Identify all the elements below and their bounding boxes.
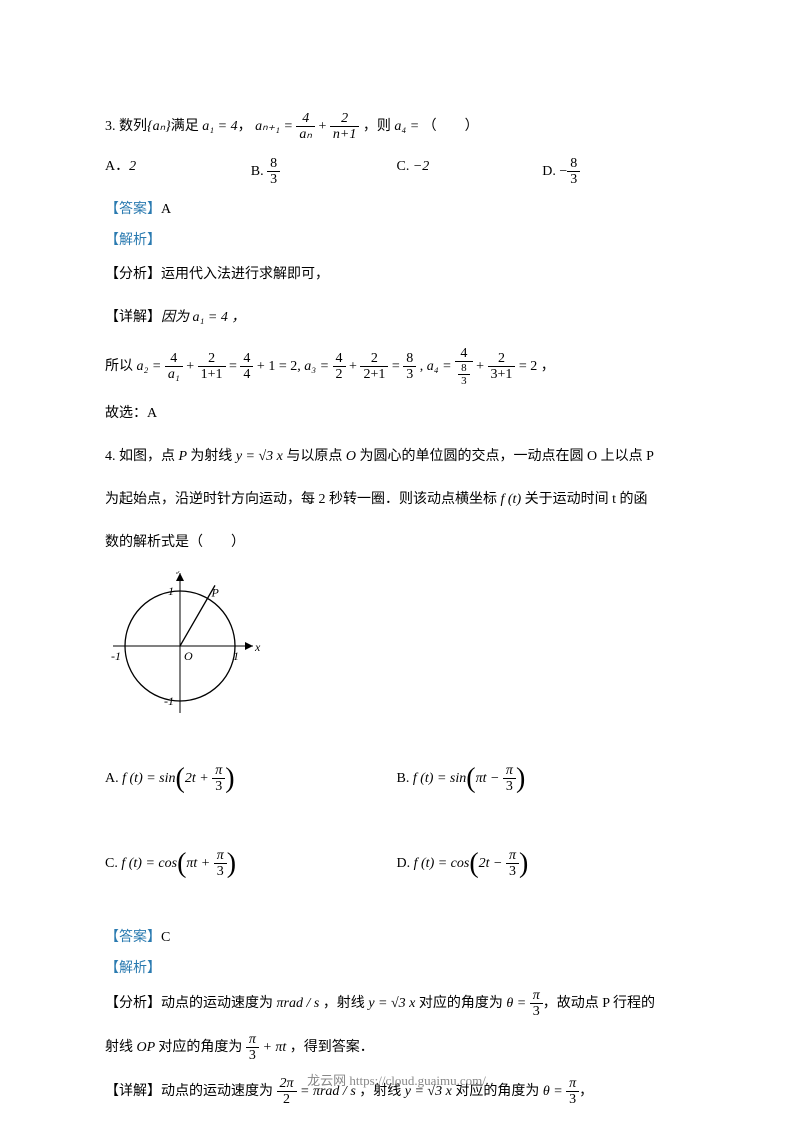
svg-text:y: y: [176, 571, 183, 574]
q4-fenxi1: 【分析】动点的运动速度为 πrad / s ，射线 y = √3 x 对应的角度…: [105, 988, 688, 1020]
q3-option-a: A．2: [105, 156, 251, 188]
svg-text:1: 1: [168, 584, 174, 598]
q3-analysis-label: 【解析】: [105, 230, 688, 252]
q3-options: A．2 B. 83 C. −2 D. −83: [105, 156, 688, 188]
q3-calc: 所以 a₂ = 4a₁ + 21+1 = 44 + 1 = 2, a₃ = 42…: [105, 346, 688, 388]
q3-option-b: B. 83: [251, 156, 397, 188]
svg-text:-1: -1: [111, 649, 121, 663]
q4-option-b: B. f (t) = sin(πt − π3): [397, 745, 689, 812]
q4-fenxi2: 射线 OP 对应的角度为 π3 + πt ，得到答案．: [105, 1032, 688, 1064]
q3-option-c: C. −2: [397, 156, 543, 188]
q3-detail1: 【详解】因为 a₁ = 4 ，: [105, 303, 688, 334]
unit-circle-diagram: 1 -1 1 -1 x y O P: [105, 571, 265, 721]
q4-stem-line1: 4. 如图，点 P 为射线 y = √3 x 与以原点 O 为圆心的单位圆的交点…: [105, 442, 688, 473]
q4-option-a: A. f (t) = sin(2t + π3): [105, 745, 397, 812]
q4-stem-line2: 为起始点，沿逆时针方向运动，每 2 秒转一圈．则该动点横坐标 f (t) 关于运…: [105, 485, 688, 516]
frac: 2n+1: [330, 111, 359, 143]
svg-text:1: 1: [233, 649, 239, 663]
q4-stem-line3: 数的解析式是（ ）: [105, 528, 688, 559]
q3-stem: 3. 数列{aₙ}满足 a₁ = 4， aₙ₊₁ = 4aₙ + 2n+1 ，则…: [105, 110, 688, 144]
q3-conclusion: 故选：A: [105, 399, 688, 430]
q4-answer: 【答案】C: [105, 927, 688, 949]
q3-option-d: D. −83: [542, 156, 688, 188]
q4-option-c: C. f (t) = cos(πt + π3): [105, 830, 397, 897]
q4-analysis-label: 【解析】: [105, 958, 688, 980]
q4-options: A. f (t) = sin(2t + π3) B. f (t) = sin(π…: [105, 745, 688, 915]
page-footer: 龙云网 https://cloud.guaimu.com/: [0, 1071, 793, 1092]
q4-option-d: D. f (t) = cos(2t − π3): [397, 830, 689, 897]
svg-text:x: x: [254, 640, 261, 654]
q3-answer: 【答案】A: [105, 199, 688, 221]
footer-link[interactable]: https://cloud.guaimu.com/: [349, 1073, 486, 1088]
svg-text:-1: -1: [164, 694, 174, 708]
svg-text:O: O: [184, 649, 193, 663]
q4-diagram: 1 -1 1 -1 x y O P: [105, 571, 688, 729]
q3-fenxi: 【分析】运用代入法进行求解即可，: [105, 260, 688, 291]
frac: 4aₙ: [296, 111, 315, 143]
q3-num: 3.: [105, 119, 116, 134]
svg-text:P: P: [211, 585, 220, 599]
